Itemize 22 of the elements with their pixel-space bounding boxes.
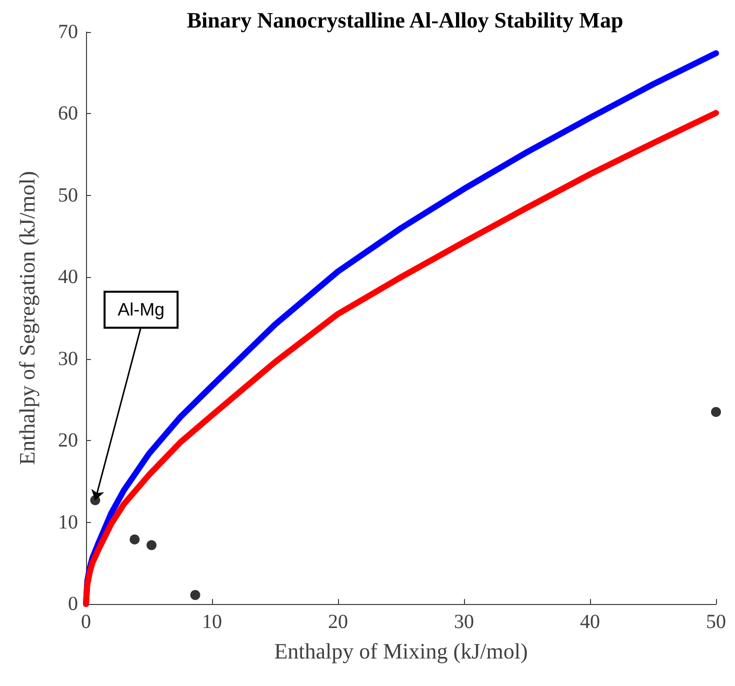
y-tick-label: 30 bbox=[58, 348, 78, 370]
chart-title: Binary Nanocrystalline Al-Alloy Stability Map bbox=[186, 8, 624, 32]
x-tick-label: 10 bbox=[202, 611, 222, 633]
point bbox=[190, 590, 200, 600]
y-tick-label: 50 bbox=[58, 184, 78, 206]
point bbox=[130, 534, 140, 544]
point bbox=[711, 406, 721, 417]
y-axis-title: Enthalpy of Segregation (kJ/mol) bbox=[14, 171, 40, 465]
y-tick-label: 20 bbox=[58, 430, 78, 452]
x-tick-label: 20 bbox=[328, 611, 348, 633]
y-tick-label: 0 bbox=[68, 593, 78, 615]
point bbox=[90, 495, 100, 506]
y-tick-label: 60 bbox=[58, 102, 78, 125]
x-axis-title: Enthalpy of Mixing (kJ/mol) bbox=[274, 638, 528, 664]
y-tick-label: 10 bbox=[58, 511, 78, 534]
point bbox=[146, 540, 157, 550]
y-tick-label: 40 bbox=[58, 266, 78, 288]
x-tick-label: 50 bbox=[706, 611, 726, 633]
y-tick-label: 70 bbox=[58, 21, 78, 43]
x-tick-label: 40 bbox=[580, 611, 600, 633]
x-tick-label: 30 bbox=[454, 611, 474, 633]
annotation: Al-Mg bbox=[118, 300, 165, 320]
